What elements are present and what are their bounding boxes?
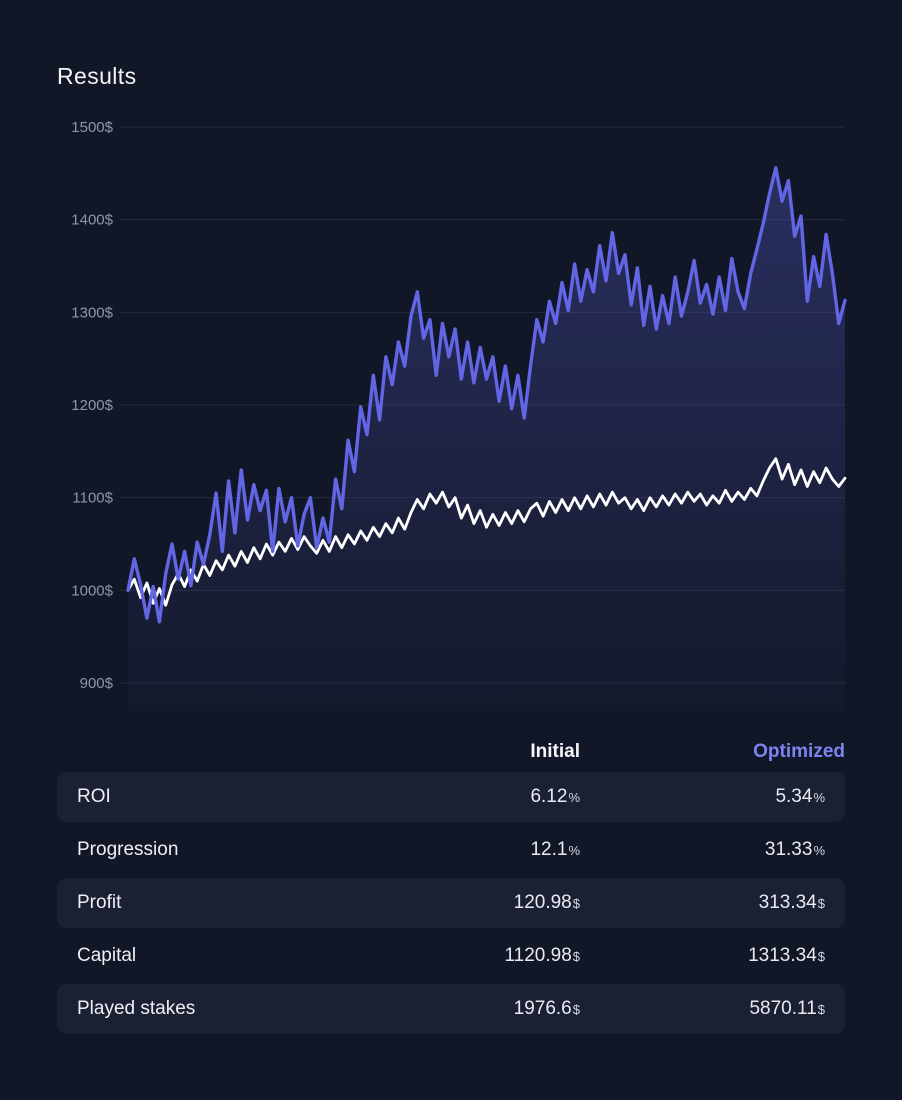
optimized-value: 1313.34$ [580, 945, 825, 967]
optimized-line [126, 166, 847, 624]
value-number: 12.1 [530, 839, 568, 860]
table-row: Capital 1120.98$ 1313.34$ [57, 931, 845, 981]
value-number: 1976.6 [513, 998, 572, 1019]
value-number: 5870.11 [749, 998, 817, 1019]
value-unit: $ [817, 896, 825, 911]
value-unit: $ [572, 896, 580, 911]
row-label: Profit [77, 892, 122, 913]
optimized-value: 313.34$ [580, 892, 825, 914]
y-axis-label: 1200$ [71, 397, 113, 414]
value-number: 313.34 [758, 892, 817, 913]
value-unit: $ [817, 949, 825, 964]
value-number: 6.12 [530, 786, 568, 807]
value-unit: % [813, 843, 825, 858]
initial-value: 1120.98$ [395, 945, 580, 967]
table-header-optimized: Optimized [753, 741, 845, 762]
row-label: Progression [77, 839, 179, 860]
optimized-value: 5870.11$ [580, 998, 825, 1020]
page-title: Results [57, 63, 137, 89]
y-axis-label: 1000$ [71, 582, 113, 599]
results-line-chart: 1500$ 1400$ 1300$ 1200$ 1100$ 1000$ 900$ [71, 119, 847, 713]
value-unit: $ [572, 949, 580, 964]
value-unit: $ [817, 1002, 825, 1017]
value-unit: % [568, 843, 580, 858]
y-axis-label: 1500$ [71, 119, 113, 136]
initial-value: 1976.6$ [395, 998, 580, 1020]
row-label: Capital [77, 945, 137, 966]
initial-value: 120.98$ [395, 892, 580, 914]
optimized-value: 5.34% [580, 786, 825, 808]
row-label: Played stakes [77, 998, 196, 1019]
y-axis-label: 1400$ [71, 212, 113, 229]
table-header-initial: Initial [530, 741, 580, 762]
table-body: ROI 6.12% 5.34% Progression 12.1% 31.33% Profi… [57, 772, 845, 1034]
y-axis-label: 1300$ [71, 304, 113, 321]
table-row: Played stakes 1976.6$ 5870.11$ [57, 984, 845, 1034]
optimized-area-fill [128, 167, 845, 713]
table-header-row: Initial Optimized [57, 736, 845, 768]
initial-value: 12.1% [395, 839, 580, 861]
value-unit: $ [572, 1002, 580, 1017]
table-row: Profit 120.98$ 313.34$ [57, 878, 845, 928]
optimized-value: 31.33% [580, 839, 825, 861]
value-number: 1120.98 [504, 945, 572, 966]
value-number: 1313.34 [748, 945, 817, 966]
initial-line [126, 457, 847, 607]
table-row: Progression 12.1% 31.33% [57, 825, 845, 875]
value-unit: % [813, 790, 825, 805]
value-number: 31.33 [764, 839, 813, 860]
value-unit: % [568, 790, 580, 805]
y-axis-label: 900$ [80, 675, 114, 692]
value-number: 5.34 [775, 786, 813, 807]
results-stats-table: Initial Optimized ROI 6.12% 5.34% Progressi… [57, 736, 845, 1037]
y-axis-label: 1100$ [72, 490, 113, 507]
value-number: 120.98 [513, 892, 572, 913]
initial-value: 6.12% [395, 786, 580, 808]
row-label: ROI [77, 786, 111, 807]
table-row: ROI 6.12% 5.34% [57, 772, 845, 822]
